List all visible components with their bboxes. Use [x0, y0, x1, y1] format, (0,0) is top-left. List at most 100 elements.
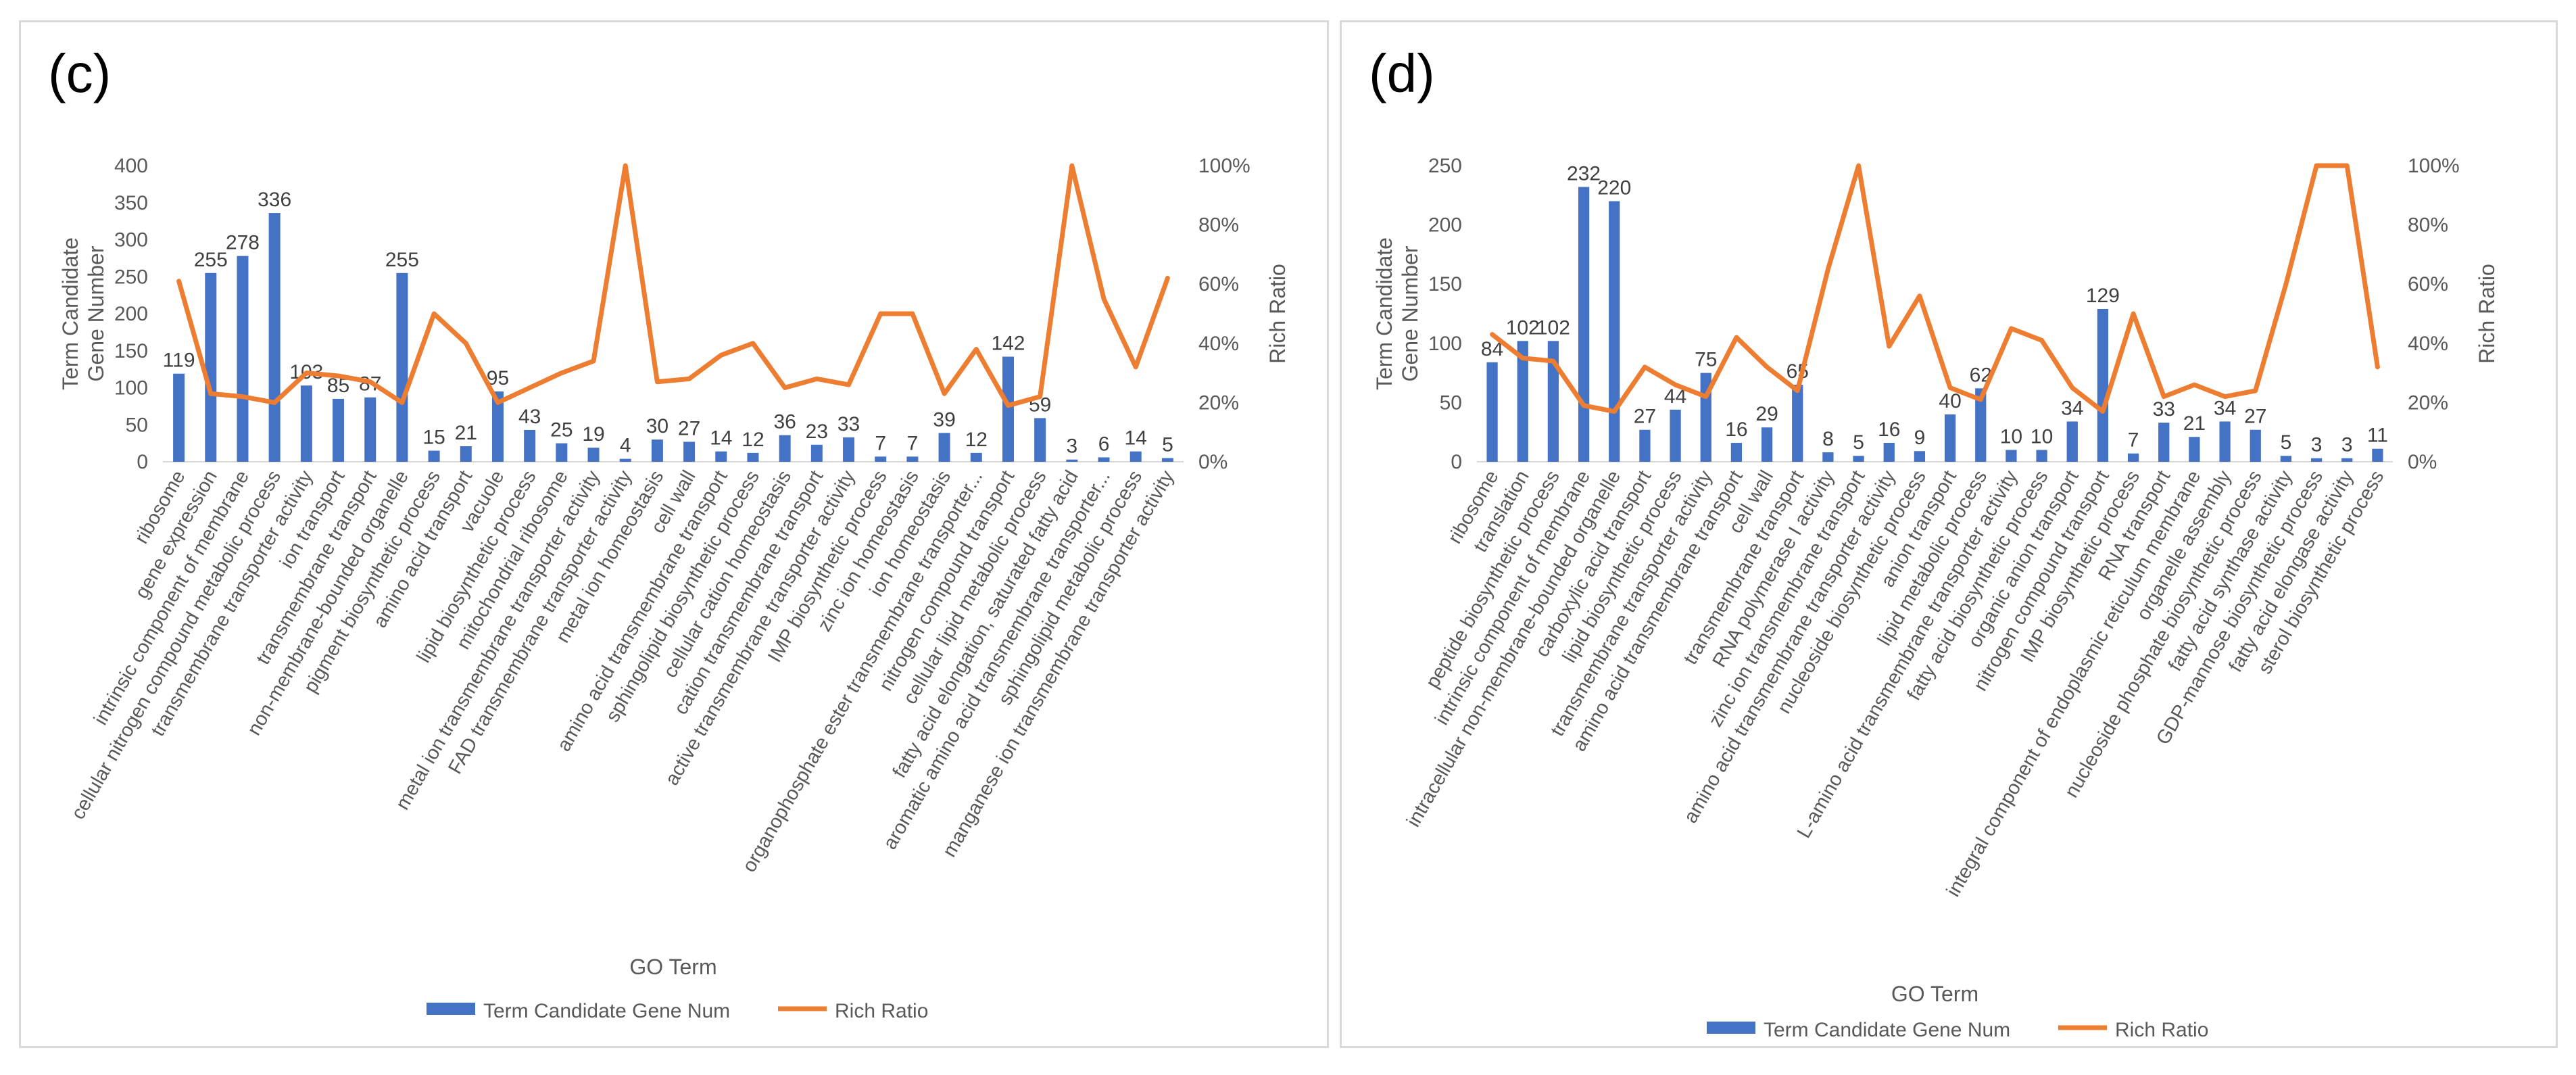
- y-axis-title-line: Gene Number: [1398, 245, 1422, 381]
- bar-value-label: 3: [2341, 434, 2353, 456]
- y2-axis-title: Rich Ratio: [1265, 264, 1290, 364]
- y-tick-label: 0: [1451, 451, 1462, 473]
- bar: [460, 446, 472, 462]
- bar-value-label: 7: [875, 432, 886, 454]
- bar: [300, 385, 312, 462]
- bar-value-label: 129: [2086, 285, 2120, 307]
- bar-value-label: 36: [773, 411, 796, 433]
- bar-value-label: 27: [2244, 406, 2266, 428]
- bar: [1730, 442, 1743, 462]
- legend-label: Term Candidate Gene Num: [1764, 1019, 2010, 1041]
- y2-tick-label: 20%: [2408, 391, 2448, 414]
- y2-tick-label: 60%: [1198, 273, 1239, 295]
- bar-value-label: 11: [2367, 425, 2388, 447]
- bar-value-label: 3: [1067, 435, 1078, 458]
- bar-value-label: 30: [646, 415, 669, 437]
- rich-ratio-line: [1490, 163, 2380, 414]
- legend-label: Term Candidate Gene Num: [483, 1000, 730, 1022]
- bar-value-label: 8: [1822, 428, 1834, 450]
- y-axis-title-line: Term Candidate: [58, 237, 82, 390]
- bar: [2310, 458, 2323, 462]
- bar: [2189, 437, 2200, 462]
- bar: [619, 458, 631, 462]
- bar: [268, 213, 281, 462]
- bar: [651, 439, 663, 462]
- bar: [524, 429, 536, 462]
- bar-value-label: 21: [455, 422, 477, 444]
- bar: [2127, 453, 2139, 462]
- bar-value-label: 220: [1597, 177, 1631, 199]
- bar: [1670, 409, 1681, 462]
- y-tick-label: 50: [126, 414, 148, 436]
- bar: [1761, 427, 1773, 462]
- bar-value-label: 102: [1536, 316, 1570, 339]
- bar: [1609, 201, 1620, 462]
- bar: [2250, 429, 2261, 462]
- bar-value-label: 39: [933, 408, 955, 431]
- bar: [875, 456, 887, 462]
- y-axis-title-line: Gene Number: [84, 245, 108, 381]
- bar: [1161, 458, 1173, 462]
- y-tick-label: 250: [1428, 155, 1462, 177]
- x-axis-title: GO Term: [629, 955, 716, 979]
- bar: [970, 452, 982, 462]
- bar-value-label: 34: [2061, 397, 2083, 419]
- y2-tick-label: 60%: [2408, 273, 2448, 295]
- bar: [1517, 341, 1528, 462]
- bar: [1883, 442, 1895, 462]
- y-tick-label: 250: [114, 266, 148, 288]
- bar: [1639, 429, 1651, 462]
- bar: [1129, 451, 1142, 462]
- bar: [810, 444, 823, 462]
- y-tick-label: 350: [114, 192, 148, 214]
- bar-value-label: 14: [1125, 427, 1147, 450]
- y-tick-label: 50: [1440, 391, 1462, 414]
- y-tick-label: 100: [1428, 333, 1462, 355]
- bar: [205, 272, 217, 462]
- bar: [2006, 450, 2017, 462]
- bar-value-label: 4: [620, 435, 631, 457]
- bar-value-label: 142: [991, 333, 1025, 355]
- y-tick-label: 200: [114, 303, 148, 325]
- bar: [1792, 385, 1803, 462]
- legend-swatch-bars: [1707, 1022, 1755, 1034]
- bar-value-label: 6: [1098, 433, 1110, 455]
- bar-value-label: 16: [1725, 419, 1747, 441]
- y-tick-label: 150: [114, 340, 148, 362]
- bar: [556, 443, 568, 462]
- bar-value-label: 7: [907, 432, 919, 454]
- bar-value-label: 75: [1695, 349, 1717, 371]
- bar-value-label: 119: [163, 350, 195, 372]
- y2-tick-label: 40%: [1198, 333, 1239, 355]
- y-tick-label: 200: [1428, 214, 1462, 237]
- y2-tick-label: 100%: [2408, 155, 2460, 177]
- y-axis-title-line: Term Candidate: [1372, 237, 1396, 390]
- bar: [2066, 421, 2078, 462]
- bar: [1002, 356, 1014, 462]
- bar: [1486, 362, 1498, 462]
- bar-value-label: 5: [1162, 434, 1173, 456]
- bar: [906, 456, 919, 462]
- bar: [2341, 458, 2353, 462]
- chart-panel-d: (d) 0 50 100 150 200 250 0% 20% 40% 60% 80% 100% Ter…: [1340, 20, 2558, 1048]
- y2-tick-label: 0%: [2408, 451, 2437, 473]
- bar-value-label: 336: [258, 189, 291, 211]
- bar: [1578, 187, 1590, 462]
- bar: [364, 397, 376, 462]
- panel-label: (d): [1369, 43, 1435, 103]
- bar: [2158, 423, 2170, 462]
- bar: [2219, 421, 2231, 462]
- bar: [938, 433, 950, 462]
- bar-value-label: 5: [2281, 431, 2292, 454]
- bar: [747, 452, 759, 462]
- y2-tick-label: 20%: [1198, 391, 1239, 414]
- y2-tick-label: 40%: [2408, 333, 2448, 355]
- y2-tick-label: 80%: [2408, 214, 2448, 237]
- bar-value-label: 12: [742, 429, 764, 451]
- chart-panel-c: (c) 0 50 100 150 200 250 300 350 400 0% 20% 40% 60% 8…: [19, 20, 1329, 1048]
- bar-value-label: 255: [194, 249, 228, 271]
- bar-value-label: 15: [422, 427, 445, 449]
- bar: [2372, 448, 2383, 462]
- y-tick-label: 400: [114, 155, 148, 177]
- y-tick-label: 300: [114, 229, 148, 252]
